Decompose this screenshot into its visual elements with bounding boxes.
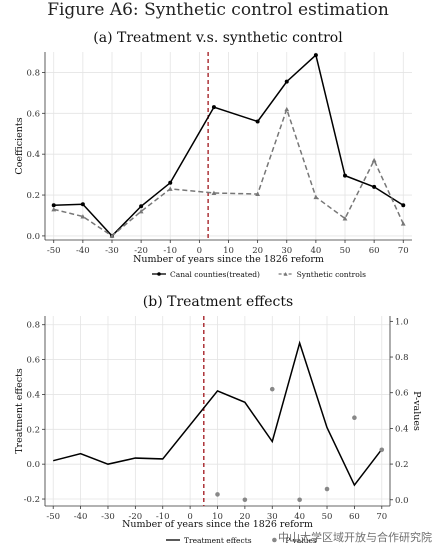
canal-counties-treated-point: [313, 53, 318, 58]
x-axis-label: Number of years since the 1826 reform: [122, 519, 313, 530]
x-tick-label: 20: [252, 246, 263, 256]
panel-a-title: (a) Treatment v.s. synthetic control: [93, 30, 343, 46]
figure-title: Figure A6: Synthetic control estimation: [47, 0, 389, 20]
x-tick-label: 50: [340, 246, 351, 256]
x-tick-label: -30: [105, 246, 119, 256]
synthetic-controls-point: [211, 190, 217, 195]
x-tick-label: -20: [129, 512, 143, 522]
x-tick-label: -10: [163, 246, 177, 256]
x-tick-label: 50: [322, 512, 333, 522]
x-tick-label: 20: [239, 512, 250, 522]
canal-counties-treated-point: [401, 203, 406, 208]
x-tick-label: 10: [212, 512, 223, 522]
canal-counties-treated-point: [284, 79, 289, 84]
x-tick-label: 40: [294, 512, 305, 522]
y-tick-label: 0.4: [26, 390, 40, 400]
canal-counties-treated-point: [139, 204, 144, 209]
y2-tick-label: 0.8: [395, 353, 409, 363]
y2-tick-label: 0.6: [395, 389, 409, 399]
y2-tick-label: 0.0: [395, 496, 409, 506]
synthetic-controls-point: [400, 221, 406, 226]
y-tick-label: 0.2: [26, 191, 40, 201]
x-tick-label: 60: [349, 512, 360, 522]
x-tick-label: 0: [187, 512, 192, 522]
y-tick-label: 0.2: [26, 425, 40, 435]
p-values-point: [379, 447, 385, 453]
x-tick-label: -10: [156, 512, 170, 522]
synthetic-controls-point: [138, 208, 144, 214]
x-axis-label: Number of years since the 1826 reform: [133, 254, 324, 265]
x-tick-label: -40: [74, 512, 88, 522]
y-tick-label: 0.6: [26, 356, 40, 366]
y2-axis-label: P-values: [411, 391, 422, 431]
synthetic-controls-point: [313, 194, 319, 200]
canal-counties-treated-point: [51, 203, 56, 208]
y-tick-label: 0.8: [26, 68, 40, 78]
synthetic-controls-point: [342, 216, 348, 221]
treatment-effects-legend-label: Treatment effects: [184, 536, 252, 545]
x-tick-label: -30: [101, 512, 115, 522]
canal-counties-treated-line: [53, 53, 404, 238]
synthetic-controls-point: [109, 233, 115, 238]
p-values-point: [352, 415, 357, 420]
p-values-legend-label: P-values: [285, 536, 317, 545]
canal-counties-treated-point: [168, 180, 173, 185]
synthetic-controls-point: [255, 191, 261, 197]
y-axis-label: Coefficients: [14, 117, 25, 174]
y-tick-label: 0.6: [26, 109, 40, 119]
chart-a: -50 -40 -30 -20 -10 0 10 20 30 40 50 60 70 0.0 0.2 0.4 0…: [14, 52, 412, 279]
p-values-legend-key: [272, 537, 277, 543]
x-tick-label: -20: [134, 246, 148, 256]
p-values-point: [324, 486, 330, 492]
canal-counties-treated-legend-label: Canal counties(treated): [170, 270, 260, 279]
y2-tick-label: 0.4: [395, 424, 409, 434]
canal-counties-treated-point: [372, 184, 377, 189]
watermark-text: 中山大学区域开放与合作研究院: [278, 531, 432, 544]
y-tick-label: 0.0: [26, 460, 40, 470]
canal-counties-treated-point: [343, 173, 348, 178]
x-tick-label: -40: [76, 246, 90, 256]
panel-b-title: (b) Treatment effects: [142, 294, 294, 310]
y-tick-label: 0.0: [26, 232, 40, 242]
x-tick-label: 10: [223, 246, 234, 256]
y2-tick-label: 1.0: [395, 317, 409, 327]
y-tick-label: -0.2: [24, 495, 40, 505]
canal-counties-treated-legend-marker: [157, 272, 161, 276]
x-tick-label: 60: [369, 246, 380, 256]
p-values-point: [242, 497, 248, 503]
x-tick-label: 30: [267, 512, 278, 522]
x-tick-label: 70: [398, 246, 409, 256]
synthetic-controls-point: [284, 106, 290, 112]
chart-b: -50 -40 -30 -20 -10 0 10 20 30 40 50 60 70 -0.2 0.0 0.2…: [14, 316, 422, 545]
y-axis-label: Treatment effects: [14, 368, 25, 454]
x-tick-label: 40: [310, 246, 321, 256]
x-tick-label: -50: [47, 246, 61, 256]
y2-tick-label: 0.2: [395, 460, 409, 470]
p-values-point: [297, 497, 302, 503]
synthetic-controls-point: [80, 214, 86, 219]
p-values-point: [215, 492, 220, 497]
canal-counties-treated-point: [80, 202, 85, 207]
treatment-effects-line: [53, 340, 383, 487]
y-tick-label: 0.8: [26, 321, 40, 331]
synthetic-controls-line: [53, 106, 404, 237]
canal-counties-treated-point: [211, 105, 216, 110]
synthetic-controls-point: [167, 186, 173, 191]
p-values-point: [269, 386, 275, 392]
x-tick-label: 0: [197, 246, 202, 256]
synthetic-controls-point: [51, 206, 57, 212]
synthetic-controls-legend-label: Synthetic controls: [297, 270, 367, 279]
synthetic-controls-legend-marker: [283, 272, 288, 276]
x-tick-label: 70: [376, 512, 387, 522]
y-tick-label: 0.4: [26, 150, 40, 160]
canal-counties-treated-point: [255, 119, 260, 124]
x-tick-label: -50: [46, 512, 60, 522]
x-tick-label: 30: [281, 246, 292, 256]
synthetic-controls-point: [371, 157, 377, 163]
